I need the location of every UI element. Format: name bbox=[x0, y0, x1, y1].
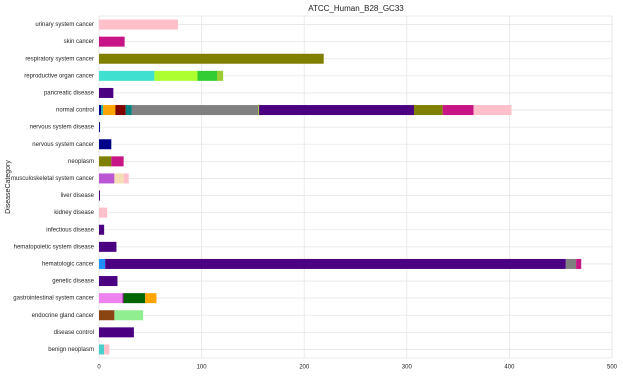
y-tick-label: normal control bbox=[56, 108, 94, 114]
y-tick-label: liver disease bbox=[61, 193, 95, 199]
bar-segment bbox=[114, 310, 144, 321]
bar-segment bbox=[105, 258, 566, 269]
y-tick-label: benign neoplasm bbox=[48, 347, 94, 353]
plot-area bbox=[98, 15, 613, 359]
bar-segment bbox=[122, 293, 124, 304]
y-tick-label: musculoskeletal system cancer bbox=[11, 176, 94, 182]
bar-segment bbox=[99, 19, 179, 30]
bar-segment bbox=[131, 105, 259, 116]
bar-segment bbox=[103, 105, 116, 116]
y-tick-label: urinary system cancer bbox=[35, 22, 94, 28]
bar-segment bbox=[99, 87, 114, 98]
bar-segment bbox=[111, 156, 124, 167]
bar-segment bbox=[99, 276, 118, 287]
x-tick-label: 100 bbox=[197, 365, 208, 371]
y-tick-label: pancreatic disease bbox=[44, 91, 95, 97]
bar-segment bbox=[101, 105, 104, 116]
bar-segment bbox=[442, 105, 474, 116]
bar-segment bbox=[576, 258, 582, 269]
bar-segment bbox=[259, 105, 414, 116]
bar-segment bbox=[99, 156, 112, 167]
y-tick-label: disease control bbox=[54, 330, 94, 336]
y-tick-label: reproductive organ cancer bbox=[24, 73, 94, 79]
y-tick-label: hematologic cancer bbox=[42, 262, 94, 268]
bar-segment bbox=[123, 173, 129, 184]
bar-segment bbox=[115, 105, 126, 116]
x-tick-label: 500 bbox=[607, 365, 618, 371]
y-tick-label: neoplasm bbox=[68, 159, 94, 165]
bar-segment bbox=[99, 224, 105, 235]
bar-segment bbox=[99, 139, 112, 150]
bar-segment bbox=[99, 258, 106, 269]
bar-segment bbox=[565, 258, 577, 269]
bar-segment bbox=[99, 53, 324, 64]
y-tick-label: nervous system cancer bbox=[32, 142, 94, 148]
bar-segment bbox=[413, 105, 443, 116]
bar-segment bbox=[123, 293, 146, 304]
bar-segment bbox=[99, 122, 101, 133]
bar-segment bbox=[99, 327, 134, 338]
bar-segment bbox=[99, 344, 105, 355]
bar-segment bbox=[99, 190, 101, 201]
bar-segment bbox=[473, 105, 512, 116]
y-tick-label: skin cancer bbox=[64, 39, 94, 45]
bar-segment bbox=[99, 310, 115, 321]
y-tick-label: endocrine gland cancer bbox=[32, 313, 94, 319]
x-tick-label: 200 bbox=[299, 365, 310, 371]
bar-segment bbox=[216, 70, 224, 81]
bar-segment bbox=[99, 293, 123, 304]
x-tick-label: 400 bbox=[504, 365, 515, 371]
bar-segment bbox=[114, 173, 124, 184]
y-tick-label: nervous system disease bbox=[30, 125, 95, 131]
y-tick-label: infectious disease bbox=[46, 227, 94, 233]
bar-segment bbox=[99, 241, 117, 252]
bar-segment bbox=[258, 105, 260, 116]
y-tick-label: respiratory system cancer bbox=[25, 56, 94, 62]
y-tick-label: genetic disease bbox=[52, 279, 94, 285]
bar-segment bbox=[154, 70, 198, 81]
bar-segment bbox=[104, 344, 110, 355]
chart-title: ATCC_Human_B28_GC33 bbox=[308, 4, 404, 13]
bar-segment bbox=[197, 70, 217, 81]
bar-segment bbox=[99, 173, 115, 184]
bar-segment bbox=[99, 70, 155, 81]
y-axis-title: DiseaseCategory bbox=[5, 160, 12, 214]
bar-segment bbox=[145, 293, 157, 304]
bar-segment bbox=[99, 207, 108, 218]
y-tick-label: gastrointestinal system cancer bbox=[13, 296, 94, 302]
bar-segment bbox=[99, 105, 102, 116]
bar-segment bbox=[99, 36, 125, 47]
y-tick-label: kidney disease bbox=[54, 210, 94, 216]
x-tick-label: 0 bbox=[97, 365, 101, 371]
x-tick-label: 300 bbox=[402, 365, 413, 371]
bar-segment bbox=[125, 105, 132, 116]
y-tick-label: hematopoietic system disease bbox=[14, 244, 95, 250]
